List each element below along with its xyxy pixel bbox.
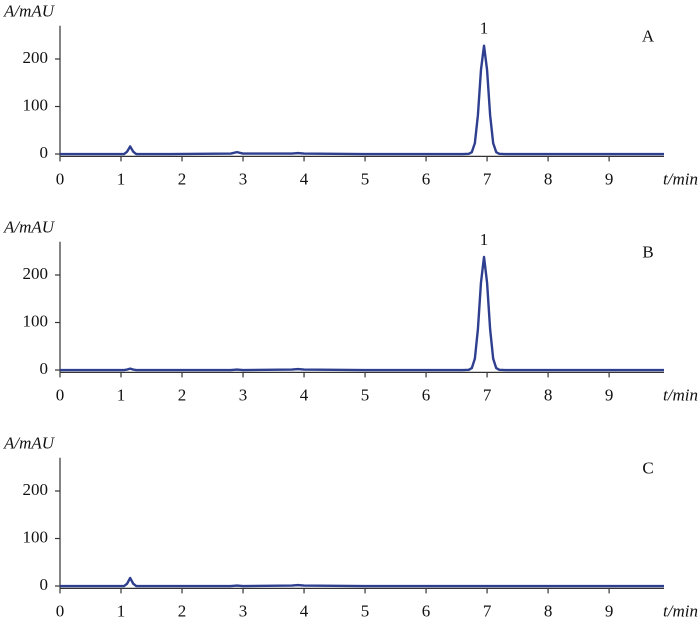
y-tick-label: 200 <box>23 48 49 67</box>
peak-label: 1 <box>480 19 489 38</box>
x-tick-label: 1 <box>117 169 126 188</box>
x-tick-label: 5 <box>361 385 370 404</box>
chromatogram-line <box>60 44 664 156</box>
y-tick-label: 100 <box>23 527 49 546</box>
x-tick-label: 7 <box>483 169 492 188</box>
x-tick-label: 8 <box>544 385 553 404</box>
y-tick-label: 200 <box>23 480 49 499</box>
x-axis-label: t/min <box>663 169 698 188</box>
x-tick-label: 2 <box>178 169 187 188</box>
x-tick-label: 0 <box>56 169 65 188</box>
y-tick-label: 100 <box>23 311 49 330</box>
x-tick-label: 9 <box>605 385 614 404</box>
peak-label: 1 <box>480 230 489 249</box>
x-tick-label: 8 <box>544 601 553 620</box>
x-tick-label: 8 <box>544 169 553 188</box>
x-tick-label: 0 <box>56 385 65 404</box>
x-tick-label: 3 <box>239 169 248 188</box>
y-tick-label: 200 <box>23 264 49 283</box>
y-axis-label: A/mAU <box>3 218 56 237</box>
x-tick-label: 6 <box>422 601 431 620</box>
x-tick-label: 2 <box>178 385 187 404</box>
x-tick-label: 7 <box>483 385 492 404</box>
x-axis-label: t/min <box>663 385 698 404</box>
panel-label: A <box>642 27 655 46</box>
x-tick-label: 4 <box>300 169 309 188</box>
chromatogram-line <box>60 576 664 588</box>
panel-label: C <box>642 459 653 478</box>
x-tick-label: 4 <box>300 385 309 404</box>
x-tick-label: 0 <box>56 601 65 620</box>
x-tick-label: 1 <box>117 601 126 620</box>
y-tick-label: 0 <box>40 359 49 378</box>
chromatogram-line <box>60 255 664 372</box>
x-tick-label: 2 <box>178 601 187 620</box>
x-tick-label: 1 <box>117 385 126 404</box>
x-tick-label: 4 <box>300 601 309 620</box>
x-tick-label: 6 <box>422 169 431 188</box>
x-tick-label: 9 <box>605 601 614 620</box>
panel-label: B <box>642 243 653 262</box>
x-tick-label: 5 <box>361 601 370 620</box>
y-axis-label: A/mAU <box>3 434 56 453</box>
y-axis-label: A/mAU <box>3 2 56 21</box>
y-tick-label: 0 <box>40 575 49 594</box>
x-tick-label: 3 <box>239 385 248 404</box>
x-tick-label: 6 <box>422 385 431 404</box>
y-tick-label: 100 <box>23 95 49 114</box>
x-axis-label: t/min <box>663 601 698 620</box>
y-tick-label: 0 <box>40 143 49 162</box>
x-tick-label: 3 <box>239 601 248 620</box>
x-tick-label: 9 <box>605 169 614 188</box>
x-tick-label: 5 <box>361 169 370 188</box>
x-tick-label: 7 <box>483 601 492 620</box>
